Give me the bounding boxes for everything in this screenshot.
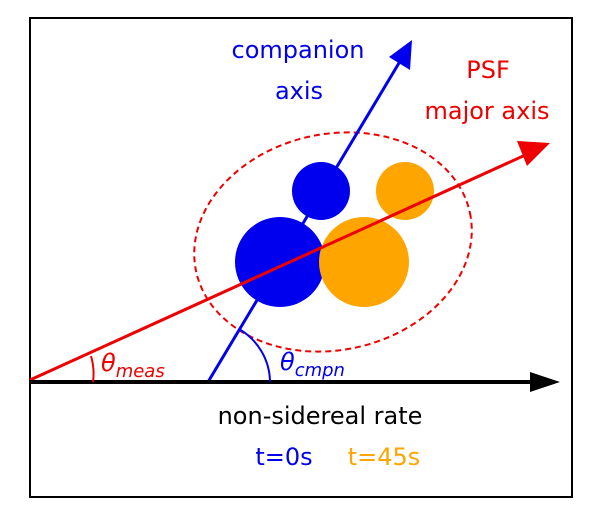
- theta-meas-arc: [90, 355, 95, 383]
- psf-ellipse: [193, 131, 473, 353]
- companion-axis-label-line2: axis: [275, 77, 323, 105]
- companion-axis-label-line1: companion: [232, 36, 365, 64]
- legend-t45: t=45s: [348, 443, 421, 471]
- companion-axis-arrowhead: [389, 40, 412, 70]
- legend-t0: t=0s: [255, 443, 312, 471]
- psf-label-line2: major axis: [424, 97, 549, 125]
- plot-frame: [29, 17, 573, 498]
- companion-axis-line: [206, 57, 404, 383]
- primary-disc-t45: [319, 217, 409, 307]
- companion-disc-t45: [376, 162, 434, 220]
- theta-meas-label: θmeas: [101, 349, 165, 382]
- psf-label-line1: PSF: [466, 56, 510, 84]
- theta-cmpn-arc: [238, 328, 271, 383]
- psf-axis-arrowhead: [517, 141, 550, 166]
- nonsidereal-axis-arrowhead: [530, 372, 560, 392]
- nonsidereal-axis-label: non-sidereal rate: [218, 402, 423, 430]
- psf-axis-line: [29, 150, 533, 382]
- theta-cmpn-label: θcmpn: [280, 348, 345, 381]
